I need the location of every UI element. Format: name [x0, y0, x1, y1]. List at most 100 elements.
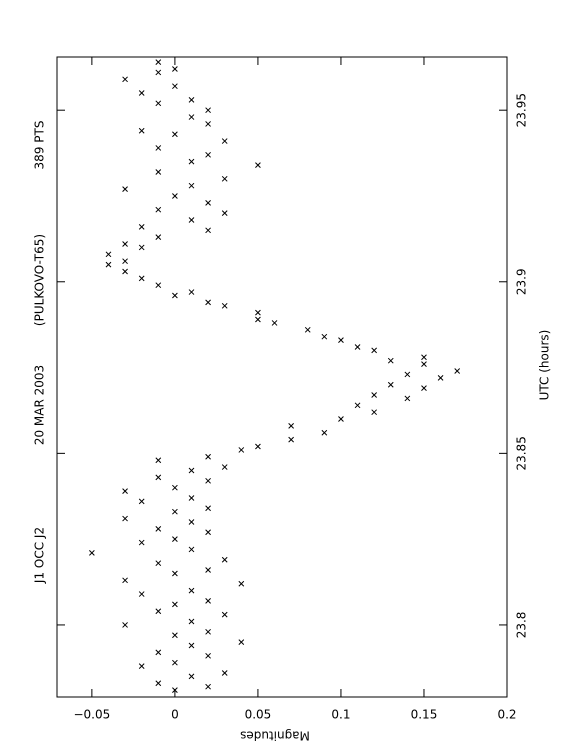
- cross-stroke: [172, 687, 178, 693]
- data-point: [288, 423, 294, 429]
- data-point: [172, 292, 178, 299]
- data-point: [188, 289, 195, 295]
- data-point: [221, 464, 228, 470]
- data-point: [138, 539, 145, 546]
- data-point: [221, 670, 228, 676]
- data-point: [122, 577, 128, 584]
- cross-stroke: [221, 210, 228, 216]
- cross-stroke: [221, 175, 228, 182]
- cross-stroke: [205, 567, 211, 573]
- title-part: 389 PTS: [33, 121, 47, 170]
- data-point: [138, 663, 145, 669]
- data-point: [122, 241, 128, 247]
- cross-stroke: [387, 381, 394, 388]
- title-part: 20 MAR 2003: [33, 365, 47, 445]
- data-point: [421, 354, 427, 361]
- cross-stroke: [421, 361, 427, 367]
- data-point: [205, 121, 211, 127]
- cross-stroke: [138, 127, 145, 134]
- data-point: [371, 392, 378, 398]
- data-point: [221, 138, 228, 144]
- cross-stroke: [255, 309, 261, 316]
- plot-frame: [56, 56, 508, 698]
- cross-stroke: [138, 244, 145, 251]
- data-point: [122, 186, 128, 192]
- cross-stroke: [172, 131, 178, 138]
- cross-stroke: [205, 299, 211, 306]
- data-point: [172, 484, 178, 491]
- data-point: [138, 498, 145, 505]
- data-point: [188, 618, 195, 625]
- cross-stroke: [172, 193, 178, 199]
- data-point: [105, 251, 112, 258]
- cross-stroke: [205, 227, 211, 234]
- y-tick-label: −0.05: [73, 708, 110, 722]
- data-point: [404, 371, 411, 378]
- cross-stroke: [238, 580, 245, 587]
- data-point: [205, 477, 211, 484]
- data-point: [155, 680, 162, 687]
- data-point: [188, 97, 195, 103]
- data-point: [172, 601, 178, 608]
- cross-stroke: [138, 539, 145, 546]
- cross-stroke: [188, 217, 195, 223]
- data-point: [172, 687, 178, 693]
- cross-stroke: [205, 598, 211, 604]
- cross-stroke: [155, 608, 162, 615]
- cross-stroke: [155, 100, 162, 107]
- cross-stroke: [205, 505, 211, 512]
- data-point: [421, 385, 427, 392]
- data-point: [122, 515, 128, 522]
- x-tick-label: 23.85: [515, 436, 529, 470]
- data-point: [205, 628, 211, 635]
- data-point: [188, 467, 195, 474]
- cross-stroke: [122, 186, 128, 192]
- cross-stroke: [404, 371, 411, 378]
- data-point: [354, 402, 361, 409]
- data-point: [205, 299, 211, 306]
- data-point: [221, 611, 228, 618]
- cross-stroke: [221, 611, 228, 618]
- cross-stroke: [172, 83, 178, 90]
- data-point: [321, 333, 328, 340]
- cross-stroke: [205, 199, 211, 206]
- data-point: [205, 598, 211, 604]
- data-point: [421, 361, 427, 367]
- cross-stroke: [255, 316, 261, 323]
- data-point: [188, 217, 195, 223]
- data-point: [338, 416, 344, 422]
- data-point: [155, 608, 162, 615]
- cross-stroke: [437, 375, 444, 381]
- cross-stroke: [188, 673, 195, 680]
- cross-stroke: [122, 268, 128, 275]
- cross-stroke: [188, 519, 195, 525]
- data-point: [138, 224, 145, 230]
- data-point: [255, 443, 261, 450]
- cross-stroke: [172, 484, 178, 491]
- cross-stroke: [238, 447, 245, 453]
- data-point: [138, 275, 145, 282]
- cross-stroke: [221, 556, 228, 563]
- data-point: [188, 495, 195, 501]
- data-point: [155, 525, 162, 532]
- cross-stroke: [155, 282, 162, 289]
- cross-stroke: [172, 292, 178, 299]
- cross-stroke: [205, 683, 211, 690]
- cross-stroke: [188, 289, 195, 295]
- data-point: [205, 529, 211, 536]
- cross-stroke: [338, 337, 344, 343]
- data-point: [205, 652, 211, 659]
- data-point: [387, 381, 394, 388]
- data-point: [371, 409, 378, 416]
- y-tick-label: 0.15: [411, 708, 438, 722]
- cross-stroke: [205, 628, 211, 635]
- cross-stroke: [221, 138, 228, 144]
- data-point: [188, 673, 195, 680]
- cross-stroke: [387, 357, 394, 364]
- cross-stroke: [354, 344, 361, 350]
- cross-stroke: [138, 498, 145, 505]
- cross-stroke: [255, 443, 261, 450]
- data-point: [221, 556, 228, 563]
- data-point: [188, 114, 195, 120]
- data-point: [155, 145, 162, 151]
